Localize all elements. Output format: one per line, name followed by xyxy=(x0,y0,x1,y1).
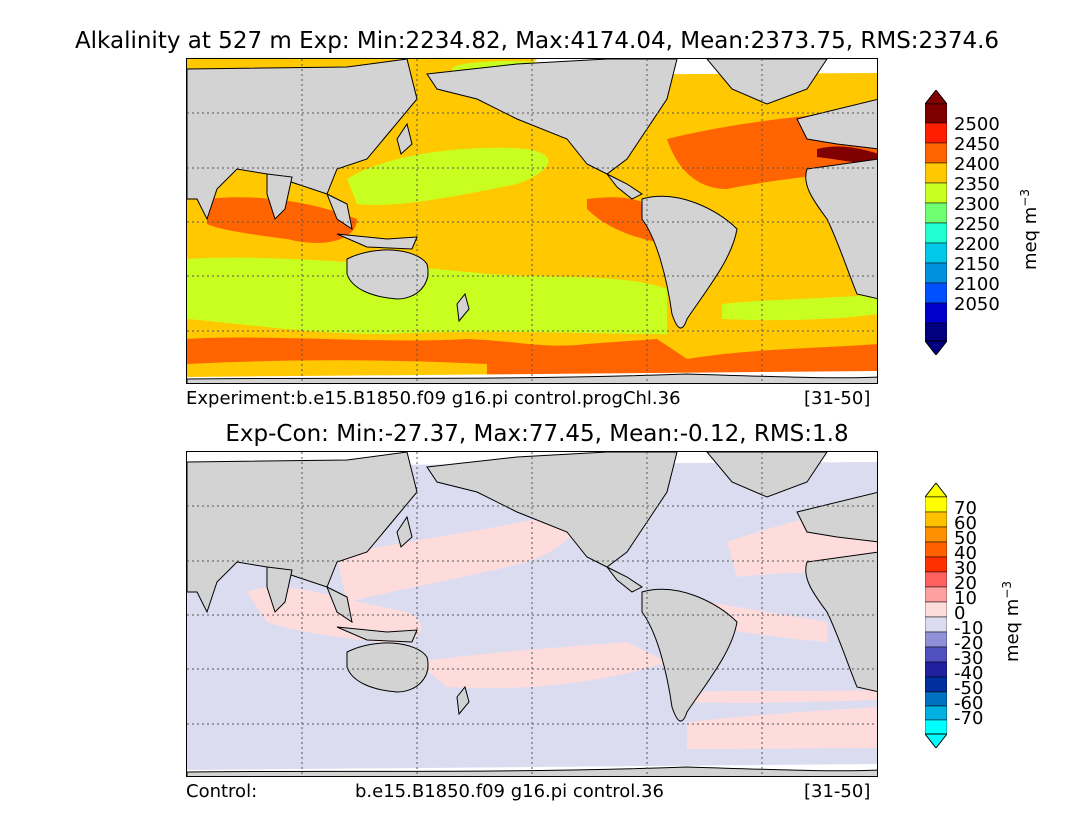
top-colorbar-tick: 2100 xyxy=(954,274,1000,295)
bottom-colorbar-tick: 0 xyxy=(954,603,966,624)
bottom-colorbar-tick: -20 xyxy=(954,633,984,654)
bottom-colorbar-tick: 40 xyxy=(954,543,977,564)
top-colorbar-tick: 2450 xyxy=(954,134,1000,155)
top-colorbar-tick: 2150 xyxy=(954,254,1000,275)
bottom-colorbar xyxy=(925,483,947,748)
top-caption-left: Experiment:b.e15.B1850.f09 g16.pi contro… xyxy=(186,388,681,409)
top-colorbar-tick: 2300 xyxy=(954,194,1000,215)
bottom-colorbar-tick: -40 xyxy=(954,663,984,684)
top-colorbar-tick: 2350 xyxy=(954,174,1000,195)
bottom-colorbar-units: meq m−3 xyxy=(1000,581,1023,662)
top-colorbar xyxy=(925,90,947,355)
bottom-colorbar-tick: -30 xyxy=(954,648,984,669)
top-colorbar-tick: 2250 xyxy=(954,214,1000,235)
top-colorbar-tick: 2050 xyxy=(954,294,1000,315)
bottom-colorbar-tick: 10 xyxy=(954,588,977,609)
top-colorbar-tick: 2400 xyxy=(954,154,1000,175)
top-colorbar-units: meq m−3 xyxy=(1018,189,1041,270)
bottom-colorbar-tick: -60 xyxy=(954,693,984,714)
bottom-panel-title: Exp-Con: Min:-27.37, Max:77.45, Mean:-0.… xyxy=(225,421,849,447)
bottom-caption-right: [31-50] xyxy=(804,781,871,802)
bottom-colorbar-tick: -10 xyxy=(954,618,984,639)
bottom-colorbar-tick: -70 xyxy=(954,708,984,729)
top-colorbar-tick: 2200 xyxy=(954,234,1000,255)
bottom-caption-left: Control: xyxy=(186,781,258,802)
bottom-colorbar-tick: 70 xyxy=(954,498,977,519)
bottom-caption-mid: b.e15.B1850.f09 g16.pi control.36 xyxy=(355,781,664,802)
top-panel-title: Alkalinity at 527 m Exp: Min:2234.82, Ma… xyxy=(74,28,1000,54)
top-map xyxy=(186,58,878,384)
top-colorbar-tick: 2500 xyxy=(954,114,1000,135)
bottom-colorbar-tick: -50 xyxy=(954,678,984,699)
bottom-map xyxy=(186,451,878,777)
bottom-colorbar-tick: 30 xyxy=(954,558,977,579)
bottom-colorbar-tick: 20 xyxy=(954,573,977,594)
top-caption-right: [31-50] xyxy=(804,388,871,409)
bottom-colorbar-tick: 60 xyxy=(954,513,977,534)
bottom-colorbar-tick: 50 xyxy=(954,528,977,549)
